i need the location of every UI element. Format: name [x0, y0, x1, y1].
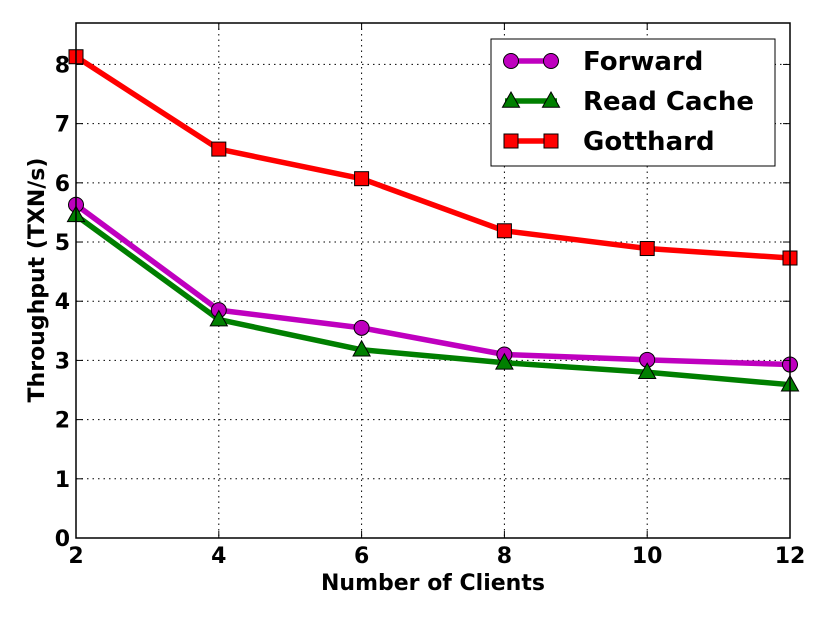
- x-axis-label: Number of Clients: [321, 571, 545, 596]
- y-tick-label: 0: [55, 527, 70, 552]
- x-tick-label: 8: [497, 544, 512, 569]
- y-tick-label: 8: [55, 53, 70, 78]
- series-line-forward: [74, 202, 791, 368]
- plot-frame: [75, 22, 791, 539]
- data-point-read-cache: [637, 362, 657, 380]
- y-tick-label: 6: [55, 172, 70, 197]
- data-point-gotthard: [211, 141, 227, 157]
- legend-marker-read-cache: [501, 90, 521, 108]
- series-line-read-cache: [74, 213, 791, 388]
- data-point-gotthard: [496, 223, 512, 239]
- legend-marker-gotthard: [503, 133, 519, 149]
- series-lines: [74, 54, 791, 388]
- x-tick-label: 2: [68, 544, 83, 569]
- y-tick-label: 5: [55, 231, 70, 256]
- legend-label-gotthard: Gotthard: [583, 127, 715, 157]
- legend-marker-forward: [503, 53, 519, 69]
- y-axis-label: Throughput (TXN/s): [25, 158, 50, 403]
- data-point-read-cache: [352, 339, 372, 357]
- y-tick-label: 7: [55, 113, 70, 138]
- y-tick-label: 3: [55, 349, 70, 374]
- x-tick-label: 10: [632, 544, 663, 569]
- legend-marker-gotthard: [543, 133, 559, 149]
- legend-label-read-cache: Read Cache: [583, 87, 754, 117]
- data-point-read-cache: [494, 352, 514, 370]
- legend-label-forward: Forward: [583, 47, 703, 77]
- x-tick-label: 12: [775, 544, 806, 569]
- data-point-gotthard: [639, 241, 655, 257]
- data-point-read-cache: [209, 309, 229, 327]
- x-tick-label: 4: [211, 544, 226, 569]
- legend-marker-read-cache: [541, 90, 561, 108]
- series-line-gotthard: [74, 54, 791, 261]
- y-tick-label: 4: [55, 290, 70, 315]
- y-tick-label: 2: [55, 409, 70, 434]
- legend: Forward Read Cache Gotthard: [490, 38, 776, 167]
- legend-marker-forward: [543, 53, 559, 69]
- x-tick-label: 6: [354, 544, 369, 569]
- data-point-gotthard: [354, 171, 370, 187]
- data-point-forward: [353, 319, 370, 336]
- y-tick-label: 1: [55, 468, 70, 493]
